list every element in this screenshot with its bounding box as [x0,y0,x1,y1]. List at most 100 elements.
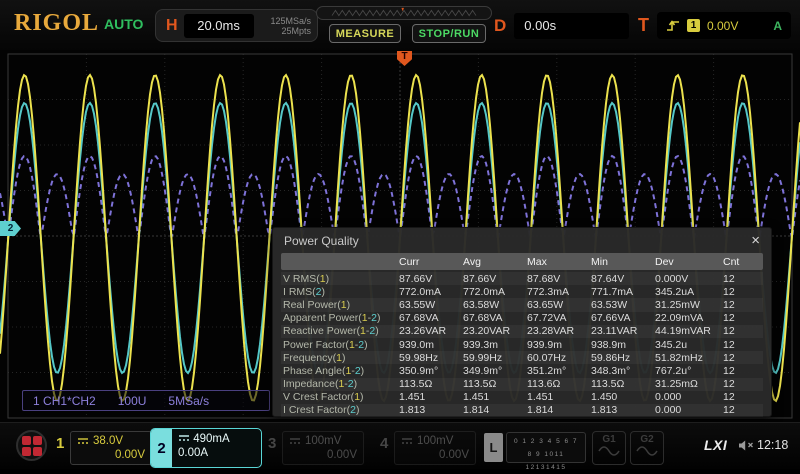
rigol-logo: RIGOL [14,10,100,36]
pq-cell: 12 [723,338,735,351]
menu-dot [32,435,42,445]
pq-cell: 31.25mΩ [655,378,698,391]
pq-column-header: Avg [463,255,481,268]
pq-cell: 939.9m [527,338,563,351]
pq-row: V RMS(1) 87.66V 87.66V 87.68V 87.64V 0.000V 12 [281,272,763,286]
pq-cell: 51.82mHz [655,351,703,364]
power-quality-table: Curr Avg Max Min Dev Cnt V RMS(1) 87.66V 87.66V… [281,253,763,418]
channel-2-box[interactable]: 2 490mA 0.00A [150,428,262,468]
pq-row: Phase Angle(1-2) 350.9m° 349.9m° 351.2m° 348… [281,364,763,377]
pq-row-label: Impedance(1-2) [283,378,358,391]
pq-row: Frequency(1) 59.98Hz 59.99Hz 60.07Hz 59.86Hz… [281,351,763,365]
pq-cell: 63.58W [463,298,500,311]
dc-coupling-icon [179,435,189,441]
close-icon[interactable]: × [751,232,760,249]
pq-cell: 1.814 [463,404,490,417]
waveform-overview-strip[interactable] [316,6,492,20]
pq-cell: 60.07Hz [527,351,567,364]
delay-value[interactable]: 0.00s [514,12,630,39]
pq-cell: 87.66V [463,272,497,285]
pq-cell: 12 [723,272,735,285]
math-channel-label[interactable]: 1 CH1*CH2 100U 5MSa/s [22,390,270,411]
ch2-ground-marker[interactable]: 2 [0,221,21,236]
pq-cell: 1.813 [399,404,426,417]
pq-row-label: Apparent Power(1-2) [283,312,381,325]
pq-column-header: Curr [399,255,420,268]
pq-cell: 1.813 [591,404,618,417]
bottom-channel-bar: 1 38.0V 0.00V 2 490mA 0.00A 3 [0,422,800,471]
waveform-display-area[interactable]: T 2 1 CH1*CH2 100U 5MSa/s Power Quality … [0,50,800,422]
pq-cell: 1.451 [463,391,490,404]
pq-cell: 63.55W [399,298,436,311]
pq-cell: 351.2m° [527,364,567,377]
trigger-sweep-mode: A [773,18,782,33]
pq-cell: 59.86Hz [591,351,631,364]
pq-column-header: Dev [655,255,674,268]
speaker-muted-icon[interactable] [738,439,754,452]
channel-1-offset: 0.00V [114,449,145,461]
channel-2-number[interactable]: 2 [151,429,172,467]
t-label: T [638,15,649,35]
pq-cell: 87.68V [527,272,561,285]
pq-cell: 1.450 [591,391,618,404]
channel-2-scale: 490mA [193,433,230,445]
generator-1-button[interactable]: G1 [592,431,626,465]
pq-column-header: Min [591,255,608,268]
trigger-position-marker[interactable]: T [397,51,412,66]
pq-cell: 87.66V [399,272,433,285]
channel-3-number[interactable]: 3 [268,435,277,452]
pq-row-label: V Crest Factor(1) [283,391,364,404]
trigger-info-box[interactable]: 1 0.00V A [657,12,791,39]
channel-4-number[interactable]: 4 [380,435,389,452]
pq-cell: 67.72VA [527,312,567,325]
trigger-level-value: 0.00V [707,18,739,33]
pq-cell: 348.3m° [591,364,631,377]
trigger-settings[interactable]: T 1 0.00V A [638,9,791,42]
timebase-value[interactable]: 20.0ms [183,13,254,38]
pq-row-label: I Crest Factor(2) [283,404,360,417]
sample-rate-info: 125MSa/s 25Mpts [270,16,311,36]
pq-cell: 345.2u [655,338,688,351]
pq-cell: 23.28VAR [527,325,575,338]
generator-2-label: G2 [640,434,654,445]
logic-channels-button[interactable]: L [484,433,503,462]
sine-icon [598,446,620,456]
channel-1-box[interactable]: 38.0V 0.00V [70,431,152,465]
h-label: H [166,16,178,34]
channel-3-box[interactable]: 100mV 0.00V [282,431,364,465]
menu-dot [21,435,31,445]
dc-coupling-icon [290,438,300,444]
pq-cell: 939.3m [463,338,499,351]
pq-cell: 87.64V [591,272,625,285]
panel-title-bar[interactable]: Power Quality × [273,228,771,253]
pq-row: V Crest Factor(1) 1.451 1.451 1.451 1.450 0.0… [281,391,763,404]
generator-2-button[interactable]: G2 [630,431,664,465]
pq-cell: 63.53W [591,298,628,311]
pq-cell: 939.0m [399,338,435,351]
pq-row-label: Phase Angle(1-2) [283,364,365,377]
delay-settings[interactable]: D 0.00s [494,9,630,42]
horizontal-settings[interactable]: H 20.0ms 125MSa/s 25Mpts [155,9,318,42]
pq-cell: 23.11VAR [591,325,638,338]
rising-edge-icon [667,20,679,31]
pq-cell: 113.5Ω [463,378,497,391]
overview-trigger-tick [401,7,404,12]
channel-1-number[interactable]: 1 [56,435,65,452]
pq-cell: 59.98Hz [399,351,439,364]
pq-cell: 63.65W [527,298,564,311]
pq-cell: 350.9m° [399,364,439,377]
menu-dot [21,446,31,456]
stop-run-button[interactable]: STOP/RUN [412,24,486,43]
sample-rate: 125MSa/s [270,15,311,26]
top-status-bar: RIGOL AUTO H 20.0ms 125MSa/s 25Mpts MEAS… [0,0,800,50]
menu-button[interactable] [16,430,47,461]
pq-cell: 349.9m° [463,364,503,377]
measure-button[interactable]: MEASURE [329,24,401,43]
logic-channels-box[interactable]: 0 1 2 3 4 5 6 7 8 9 1011 12131415 [506,432,586,471]
pq-cell: 12 [723,312,735,325]
channel-4-scale: 100mV [417,435,454,447]
pq-row-label: Real Power(1) [283,298,351,311]
power-quality-panel[interactable]: Power Quality × Curr Avg Max Min Dev Cnt V RM… [272,227,772,418]
channel-4-box[interactable]: 100mV 0.00V [394,431,476,465]
pq-row: I Crest Factor(2) 1.813 1.814 1.814 1.813 0.0… [281,403,763,418]
